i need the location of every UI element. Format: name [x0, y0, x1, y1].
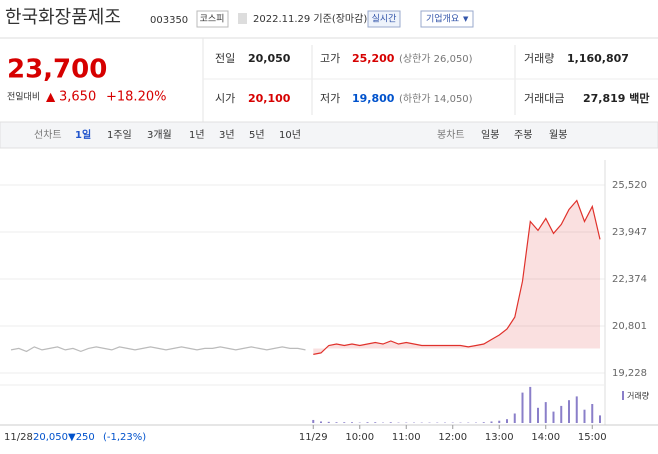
- volume-bar: [351, 422, 353, 423]
- quote-label: 전일: [215, 51, 235, 65]
- x-tick-label: 13:00: [485, 432, 514, 443]
- rate: +18.20%: [106, 90, 166, 105]
- volume-bar: [312, 419, 315, 423]
- company-button[interactable]: [420, 10, 474, 28]
- prev-rate: (-1,23%): [103, 432, 146, 443]
- volume-bar: [482, 422, 485, 423]
- volume-bar: [568, 400, 570, 423]
- volume-bar: [521, 392, 524, 423]
- up-arrow: ▲: [46, 90, 56, 104]
- chart: 25,520 23,947 22,374 20,801 19,228 11/28 11/29…: [0, 160, 658, 443]
- volume-bar: [599, 415, 601, 423]
- volume-bar: [327, 421, 330, 423]
- y-tick-label: 22,374: [612, 274, 647, 285]
- tab[interactable]: 1주일: [107, 129, 132, 141]
- tab[interactable]: 5년: [249, 129, 265, 141]
- date: 2022.11.29 기준(장마감): [253, 13, 367, 25]
- company[interactable]: 기업개요: [426, 14, 459, 25]
- realtime[interactable]: 실시간: [372, 14, 397, 25]
- y-tick-label: 25,520: [612, 180, 647, 191]
- current-price: 23,700: [7, 55, 107, 85]
- x-tick-label: 10:00: [345, 432, 374, 443]
- volume-bar: [560, 405, 563, 423]
- legend-label: 거래량: [627, 391, 650, 401]
- volume-bar: [335, 422, 338, 423]
- tab[interactable]: 주봉: [514, 129, 532, 141]
- volume-bar: [591, 404, 594, 423]
- x-tick-label: 14:00: [531, 432, 560, 443]
- prev-change: ▼250: [68, 432, 95, 443]
- quote-value: 20,100: [248, 92, 291, 105]
- quote-value: 25,200: [352, 52, 395, 65]
- x-tick-label: 11/29: [299, 432, 328, 443]
- line: [313, 199, 601, 355]
- x-tick-label: 11:00: [392, 432, 421, 443]
- y-tick-label: 23,947: [612, 227, 647, 238]
- tab-label: 선차트: [34, 129, 62, 141]
- tab-bar: [0, 121, 658, 149]
- dropdown-arrow: ▼: [463, 15, 469, 23]
- market: 코스피: [200, 14, 225, 25]
- y-tick-label: 19,228: [612, 368, 647, 379]
- quote-note: (하한가 14,050): [399, 92, 473, 105]
- volume-bar: [366, 422, 369, 423]
- tab[interactable]: 월봉: [549, 129, 567, 141]
- realtime-button[interactable]: [367, 10, 401, 28]
- volume-bar: [374, 422, 377, 423]
- quote-label: 저가: [320, 92, 340, 105]
- tab[interactable]: 3년: [219, 129, 235, 141]
- volume-bar: [490, 421, 493, 423]
- tab[interactable]: 1년: [189, 129, 205, 141]
- tab-label: 봉차트: [437, 129, 465, 141]
- volume-bar: [498, 420, 501, 423]
- tab[interactable]: 일봉: [481, 129, 499, 141]
- volume-bar: [320, 421, 322, 423]
- quote-label: 고가: [320, 52, 340, 65]
- volume-bar: [575, 396, 578, 423]
- quote-label: 거래대금: [524, 92, 564, 105]
- volume-bar: [529, 386, 532, 423]
- quote-value: 19,800: [352, 92, 395, 105]
- line: [10, 346, 306, 353]
- volume-bar: [389, 422, 392, 423]
- x-tick-label: 11/28: [4, 432, 33, 443]
- market-badge: [196, 10, 229, 28]
- change: 3,650: [59, 90, 96, 105]
- legend-swatch: [622, 391, 624, 400]
- volume-bar: [506, 419, 508, 423]
- tab[interactable]: 10년: [279, 129, 301, 141]
- volume-bar: [513, 413, 516, 423]
- tab[interactable]: 1일: [75, 128, 91, 141]
- tab[interactable]: 3개월: [147, 129, 172, 141]
- volume-bar: [583, 409, 586, 423]
- volume-bar: [544, 402, 547, 423]
- volume-bar: [343, 422, 346, 423]
- y-tick-label: 20,801: [612, 321, 647, 332]
- x-tick-label: 12:00: [438, 432, 467, 443]
- quote-value: 20,050: [248, 52, 291, 65]
- quote-label: 시가: [215, 92, 235, 105]
- quote-value: 27,819 백만: [583, 91, 650, 105]
- stock-code: 003350: [150, 15, 188, 26]
- quote-value: 1,160,807: [567, 52, 629, 65]
- prev-price: 20,050: [33, 432, 68, 443]
- volume-bar: [552, 411, 555, 423]
- x-tick-label: 15:00: [578, 432, 607, 443]
- change-label: 전일대비: [7, 92, 40, 103]
- stock-name: 한국화장품제조: [5, 7, 121, 28]
- date-icon: [238, 13, 247, 24]
- quote-label: 거래량: [524, 52, 554, 65]
- quote-note: (상한가 26,050): [399, 53, 473, 65]
- volume-bar: [537, 407, 539, 423]
